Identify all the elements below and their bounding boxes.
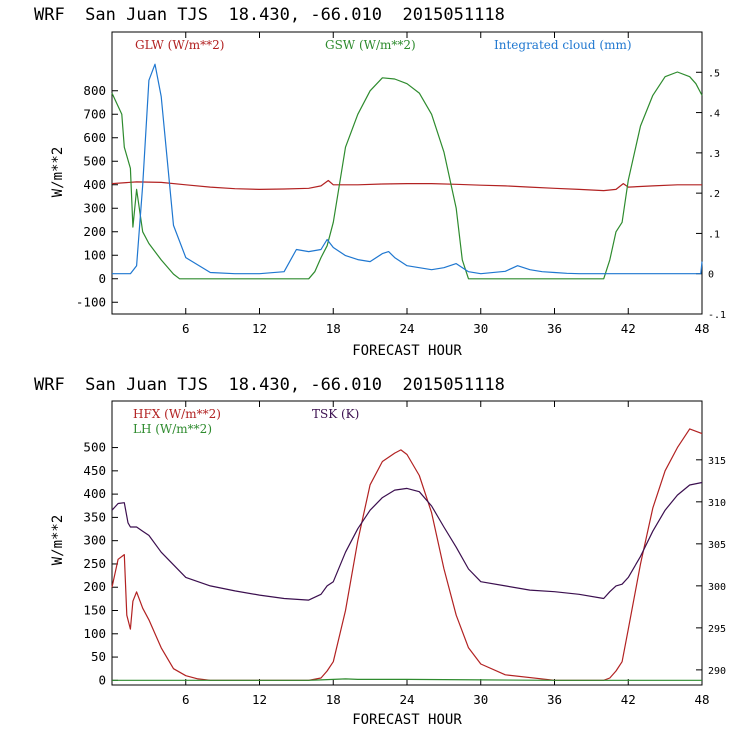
legend-glw: GLW (W/m**2) — [135, 38, 224, 52]
y-tick-label: 200 — [83, 579, 106, 594]
y-tick-label: 0 — [98, 672, 106, 687]
x-tick-label: 24 — [399, 692, 414, 707]
x-tick-label: 24 — [399, 321, 414, 336]
x-tick-label: 18 — [326, 692, 341, 707]
y2-tick-label: 300 — [708, 582, 726, 593]
y-axis-label: W/m**2 — [50, 147, 66, 198]
y-tick-label: 150 — [83, 603, 106, 618]
y2-tick-label: .1 — [708, 229, 720, 240]
y-tick-label: 0 — [98, 271, 106, 286]
x-tick-label: 12 — [252, 321, 267, 336]
series-line-tsk — [111, 481, 703, 601]
x-tick-label: 12 — [252, 692, 267, 707]
plot-frame — [111, 400, 703, 686]
y-tick-label: 250 — [83, 556, 106, 571]
y2-tick-label: 0 — [708, 270, 714, 281]
legend-lh: LH (W/m**2) — [133, 422, 212, 436]
y-axis-label: W/m**2 — [50, 515, 66, 566]
x-tick-label: 30 — [473, 321, 488, 336]
y-tick-label: 400 — [83, 177, 106, 192]
legend-cloud: Integrated cloud (mm) — [494, 38, 632, 52]
y-tick-label: 100 — [83, 626, 106, 641]
y2-tick-label: 290 — [708, 666, 726, 677]
y-tick-label: 100 — [83, 247, 106, 262]
y-tick-label: 600 — [83, 130, 106, 145]
heat-flux-chart: WRF San Juan TJS 18.430, -66.010 2015051… — [34, 375, 726, 728]
y2-tick-label: 310 — [708, 498, 726, 509]
legend-tsk: TSK (K) — [312, 407, 359, 421]
series-line-lh — [112, 678, 702, 681]
x-tick-label: 42 — [621, 321, 636, 336]
x-tick-label: 6 — [182, 692, 190, 707]
y2-tick-label: 305 — [708, 540, 726, 551]
series-line-integrated — [112, 63, 703, 275]
y-tick-label: 200 — [83, 224, 106, 239]
series-line-hfx — [111, 428, 703, 681]
y2-tick-label: 295 — [708, 624, 726, 635]
x-tick-label: 36 — [547, 321, 562, 336]
chart-title: WRF San Juan TJS 18.430, -66.010 2015051… — [34, 5, 505, 25]
x-tick-label: 48 — [694, 692, 709, 707]
x-axis-label: FORECAST HOUR — [352, 712, 462, 728]
y-tick-label: 300 — [83, 533, 106, 548]
legend-hfx: HFX (W/m**2) — [133, 407, 221, 421]
y-tick-label: 700 — [83, 106, 106, 121]
radiation-chart: WRF San Juan TJS 18.430, -66.010 2015051… — [34, 5, 726, 359]
x-axis-label: FORECAST HOUR — [352, 343, 462, 359]
y2-tick-label: -.1 — [708, 310, 726, 321]
y-tick-label: 500 — [83, 440, 106, 455]
x-tick-label: 36 — [547, 692, 562, 707]
plot-frame — [111, 31, 703, 315]
x-tick-label: 6 — [182, 321, 190, 336]
y-tick-label: 350 — [83, 509, 106, 524]
y-tick-label: 300 — [83, 200, 106, 215]
y-tick-label: 50 — [91, 649, 106, 664]
y2-tick-label: .4 — [708, 109, 720, 120]
x-tick-label: 30 — [473, 692, 488, 707]
y-tick-label: 400 — [83, 486, 106, 501]
y-tick-label: -100 — [76, 294, 106, 309]
y-tick-label: 500 — [83, 153, 106, 168]
y-tick-label: 450 — [83, 463, 106, 478]
y2-tick-label: .5 — [708, 68, 720, 79]
chart-title: WRF San Juan TJS 18.430, -66.010 2015051… — [34, 375, 505, 395]
series-line-gsw — [111, 71, 703, 280]
x-tick-label: 42 — [621, 692, 636, 707]
y2-tick-label: 315 — [708, 456, 726, 467]
y-tick-label: 800 — [83, 83, 106, 98]
x-tick-label: 18 — [326, 321, 341, 336]
y2-tick-label: .3 — [708, 149, 720, 160]
x-tick-label: 48 — [694, 321, 709, 336]
series-line-glw — [111, 179, 702, 192]
y2-tick-label: .2 — [708, 189, 720, 200]
legend-gsw: GSW (W/m**2) — [325, 38, 416, 52]
